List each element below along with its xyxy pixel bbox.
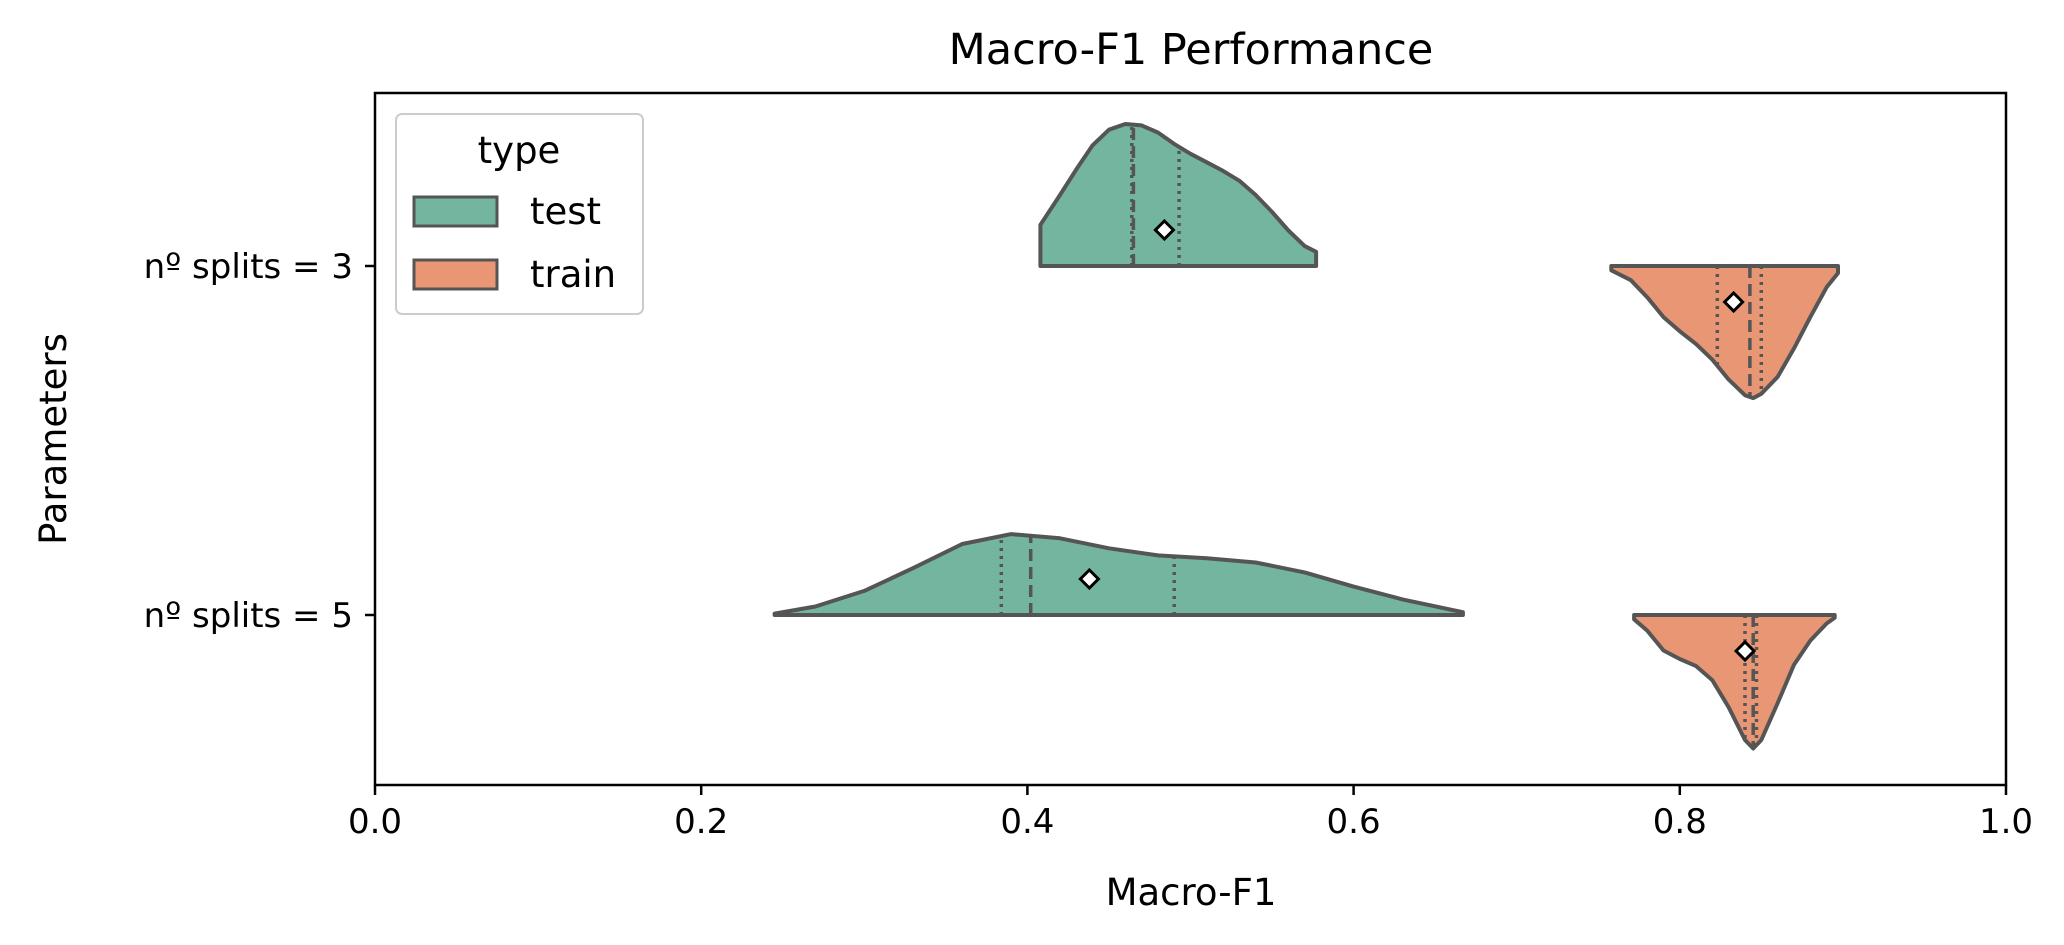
violin-group-test-n-splits-5 [772, 532, 1465, 617]
x-tick-label-0-6: 0.6 [1327, 802, 1381, 842]
legend-label-test: test [530, 190, 601, 233]
mean-marker-train-n-splits-3 [1722, 290, 1745, 314]
violin-test-n-splits-3 [1038, 122, 1319, 268]
x-tick-label-1-0: 1.0 [1979, 802, 2033, 842]
violin-train-n-splits-3 [1609, 264, 1840, 401]
violin-train-n-splits-5 [1632, 613, 1837, 751]
x-axis-label: Macro-F1 [1106, 871, 1277, 914]
mean-marker-train-n-splits-5 [1733, 639, 1757, 663]
legend: type test train [395, 113, 644, 315]
legend-title: type [478, 129, 561, 172]
violin-test-n-splits-5 [772, 532, 1465, 617]
mean-marker-test-n-splits-3 [1153, 218, 1176, 242]
legend-swatch-test [412, 195, 499, 228]
y-axis: nº splits = 3 nº splits = 5 [144, 247, 375, 636]
y-axis-label: Parameters [32, 333, 75, 545]
x-axis: 0.0 0.2 0.4 0.6 0.8 1.0 [348, 785, 2033, 842]
mean-marker-test-n-splits-5 [1078, 567, 1101, 591]
violins-layer [772, 122, 1840, 751]
legend-swatch-train [412, 258, 499, 291]
violin-group-test-n-splits-3 [1038, 122, 1319, 268]
plot-area-frame [373, 91, 2008, 787]
violin-group-train-n-splits-3 [1609, 264, 1840, 401]
violin-group-train-n-splits-5 [1632, 613, 1837, 751]
x-tick-label-0-8: 0.8 [1653, 802, 1707, 842]
y-tick-label-n-splits-5: nº splits = 5 [144, 596, 353, 636]
chart-title: Macro-F1 Performance [949, 25, 1434, 75]
x-tick-label-0-4: 0.4 [1000, 802, 1054, 842]
x-tick-label-0-2: 0.2 [674, 802, 728, 842]
x-tick-label-0-0: 0.0 [348, 802, 402, 842]
y-tick-label-n-splits-3: nº splits = 3 [144, 247, 353, 287]
legend-label-train: train [530, 253, 616, 296]
